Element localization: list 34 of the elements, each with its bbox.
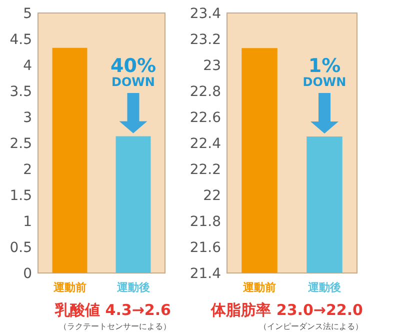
y-tick-label: 3.5: [10, 84, 32, 100]
text: 乳酸値 4.3→2.6: [54, 301, 171, 319]
y-tick-label: 4: [23, 58, 32, 74]
y-tick-label: 21.4: [190, 266, 222, 282]
y-tick-label: 1.5: [10, 188, 32, 204]
annotation: DOWN: [302, 75, 346, 89]
y-tick-label: 22: [203, 188, 221, 204]
x-tick-label: 運動後: [116, 281, 150, 294]
y-tick-label: 21.6: [190, 240, 222, 256]
x-tick-label: 運動前: [242, 281, 276, 294]
y-tick-label: 1: [23, 214, 32, 230]
annotation: 1%: [308, 55, 341, 77]
y-tick-label: 0: [23, 266, 32, 282]
y-tick-label: 23.4: [190, 6, 222, 22]
y-tick-label: 22.6: [190, 110, 222, 126]
y-tick-label: 2: [23, 162, 32, 178]
y-tick-label: 21.8: [190, 214, 221, 230]
text: （ラクテートセンサーによる）: [59, 322, 171, 331]
y-tick-label: 0.5: [10, 240, 32, 256]
y-tick-label: 4.5: [10, 32, 32, 48]
text: 体脂肪率 23.0→22.0: [210, 301, 363, 319]
annotation: DOWN: [112, 75, 155, 89]
text: （インピーダンス法による）: [259, 322, 363, 331]
x-tick-label: 運動後: [307, 281, 341, 294]
y-tick-label: 22.8: [190, 84, 221, 100]
y-tick-label: 22.4: [190, 136, 222, 152]
y-tick-label: 3: [23, 110, 32, 126]
x-tick-label: 運動前: [52, 281, 86, 294]
y-tick-label: 2.5: [10, 136, 32, 152]
y-tick-label: 22.2: [190, 162, 221, 178]
y-tick-label: 23: [203, 58, 221, 74]
y-tick-label: 5: [23, 6, 32, 22]
y-tick-label: 23.2: [190, 32, 221, 48]
annotation: 40%: [110, 55, 156, 77]
